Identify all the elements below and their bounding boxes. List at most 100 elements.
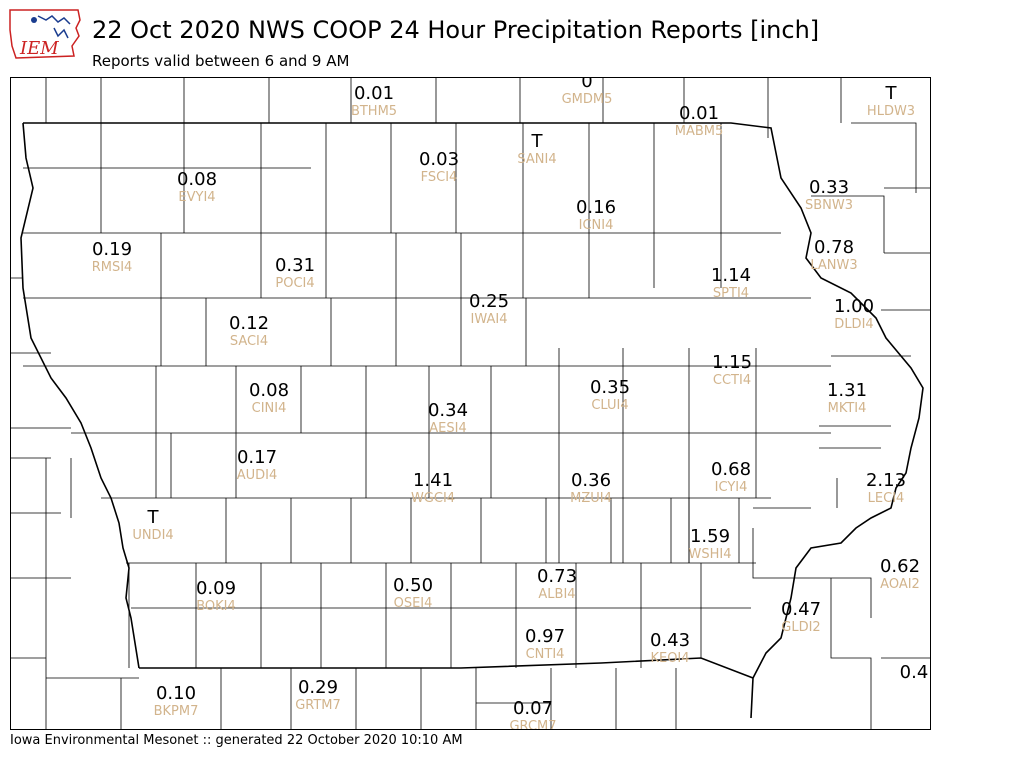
station-report: 0.62 AOAI2 <box>879 556 921 593</box>
precip-value: 1.00 <box>833 296 875 317</box>
station-report: 0.10 BKPM7 <box>154 683 199 720</box>
station-id: MZUI4 <box>570 491 612 506</box>
station-id: IWAI4 <box>470 312 508 327</box>
precip-value: 0.33 <box>808 177 850 198</box>
precip-value: 0.09 <box>195 578 237 599</box>
precip-value: 0.03 <box>418 149 460 170</box>
precip-value: 0.31 <box>274 255 316 276</box>
station-id: ICNI4 <box>578 218 614 233</box>
station-id: SBNW3 <box>804 198 854 213</box>
station-id: BOKI4 <box>196 599 236 614</box>
station-report: 1.59 WSHI4 <box>688 527 732 563</box>
county-boundaries <box>11 78 930 729</box>
station-id: FSCI4 <box>420 170 458 185</box>
station-report: 0.4 <box>900 663 929 683</box>
precip-value: 0.68 <box>710 459 752 480</box>
station-id: AUDI4 <box>236 468 278 483</box>
precip-value: 0.01 <box>353 83 395 104</box>
station-report: 0.08 EVYI4 <box>176 169 218 206</box>
station-report: 0.47 GLDI2 <box>780 599 822 636</box>
precip-value: 0.50 <box>392 575 434 596</box>
station-report: 0.25 IWAI4 <box>468 291 510 328</box>
station-report: 0.29 GRTM7 <box>295 678 341 714</box>
station-report: 0.01 MABM5 <box>674 103 724 140</box>
station-report: 0.16 ICNI4 <box>575 197 617 234</box>
precip-value: 1.14 <box>710 265 752 286</box>
precip-value: 0.10 <box>155 683 197 704</box>
precip-value: 0.16 <box>575 197 617 218</box>
station-id: LANW3 <box>810 258 858 273</box>
station-report: 0.35 CLUI4 <box>590 378 630 414</box>
station-report: 1.31 MKTI4 <box>826 380 868 417</box>
station-report: 0.09 BOKI4 <box>195 578 237 615</box>
station-id: RMSI4 <box>91 260 133 275</box>
precip-value: 0.62 <box>879 556 921 577</box>
station-report: 0.78 LANW3 <box>810 237 858 274</box>
precip-value: 0.43 <box>649 630 691 651</box>
precip-value: 0.19 <box>91 239 133 260</box>
precip-value: T <box>885 83 897 104</box>
precip-value: 0.01 <box>678 103 720 124</box>
station-report: 0.31 POCI4 <box>274 255 316 292</box>
station-id: KEOI4 <box>650 651 690 666</box>
station-report: 0.97 CNTI4 <box>524 626 566 663</box>
precip-value: 0.78 <box>813 237 855 258</box>
precip-value: 0.97 <box>524 626 566 647</box>
precip-value: 0.4 <box>899 662 929 683</box>
station-report: 0.34 AESI4 <box>428 401 468 437</box>
precip-value: 0.07 <box>512 698 554 719</box>
precip-value: 0 <box>581 77 593 92</box>
footer-credit: Iowa Environmental Mesonet :: generated … <box>10 733 463 748</box>
station-report: 1.14 SPTI4 <box>710 265 752 302</box>
station-report: 0.43 KEOI4 <box>649 630 691 667</box>
station-id: BTHM5 <box>350 104 398 119</box>
station-id: GLDI2 <box>781 620 821 635</box>
station-report: 1.15 CCTI4 <box>711 352 753 389</box>
station-report: 0.03 FSCI4 <box>418 149 460 186</box>
precip-value: 0.25 <box>468 291 510 312</box>
station-id: MABM5 <box>674 124 724 139</box>
station-id: WGCI4 <box>410 491 456 506</box>
station-id: POCI4 <box>275 276 315 291</box>
station-report: T UNDI4 <box>132 508 173 544</box>
station-report: 0.19 RMSI4 <box>91 239 133 276</box>
station-id: LECI4 <box>867 491 905 506</box>
station-report: 0.36 MZUI4 <box>570 471 612 507</box>
station-id: SACI4 <box>229 334 269 349</box>
station-report: 0.68 ICYI4 <box>710 459 752 496</box>
station-report: 0.07 GRCM7 <box>509 699 556 730</box>
station-id: CCTI4 <box>712 373 752 388</box>
station-id: DLDI4 <box>834 317 874 332</box>
station-id: AOAI2 <box>880 577 920 592</box>
precip-value: 0.08 <box>176 169 218 190</box>
station-report: 1.00 DLDI4 <box>833 296 875 333</box>
station-id: CINI4 <box>251 401 287 416</box>
station-id: GRTM7 <box>295 698 341 713</box>
station-id: WSHI4 <box>688 547 732 562</box>
station-report: 0.50 OSEI4 <box>392 575 434 612</box>
station-id: CLUI4 <box>591 398 629 413</box>
station-report: T SANI4 <box>517 132 556 168</box>
station-id: GRCM7 <box>509 719 557 730</box>
station-report: 1.41 WGCI4 <box>410 471 456 507</box>
precip-value: 0.47 <box>780 599 822 620</box>
station-report: 0.12 SACI4 <box>228 313 270 350</box>
precip-value: 1.15 <box>711 352 753 373</box>
station-id: ICYI4 <box>714 480 748 495</box>
precip-value: 0.12 <box>228 313 270 334</box>
station-id: MKTI4 <box>827 401 867 416</box>
iem-logo: IEM <box>8 6 84 62</box>
map-title: 22 Oct 2020 NWS COOP 24 Hour Precipitati… <box>92 16 820 44</box>
station-report: 0.08 CINI4 <box>249 381 289 417</box>
station-report: 0.33 SBNW3 <box>804 177 854 214</box>
precip-value: 2.13 <box>865 470 907 491</box>
precip-value: 1.31 <box>826 380 868 401</box>
station-id: GMDM5 <box>561 92 613 107</box>
map-subtitle: Reports valid between 6 and 9 AM <box>92 52 350 70</box>
station-report: 0 GMDM5 <box>561 77 613 107</box>
station-report: T HLDW3 <box>867 83 915 120</box>
map-panel: 0.01 BTHM5 0 GMDM5 T HLDW3 0.01 MABM5 T SANI4 0.03… <box>10 77 931 730</box>
station-id: CNTI4 <box>525 647 565 662</box>
precip-value: 0.17 <box>236 447 278 468</box>
station-report: 2.13 LECI4 <box>865 470 907 507</box>
